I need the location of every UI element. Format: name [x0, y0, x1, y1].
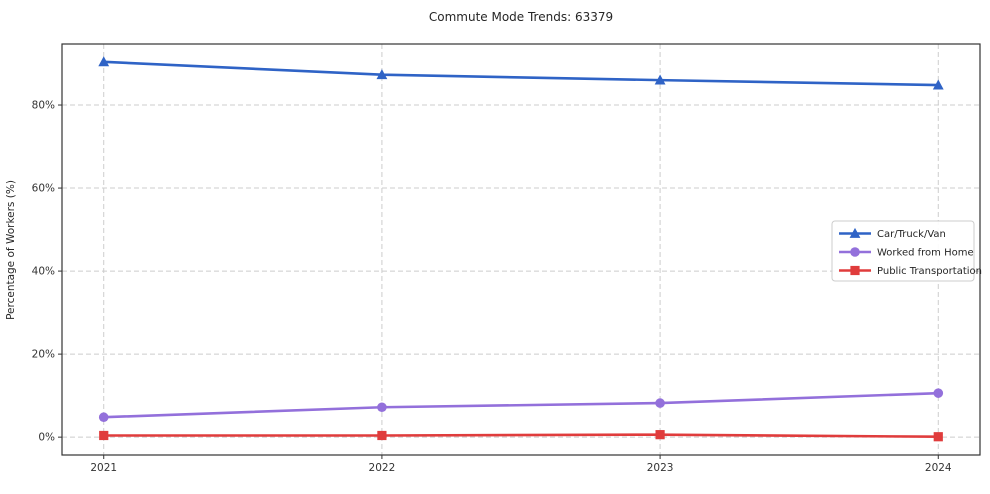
legend-marker-worked-from-home [850, 247, 860, 257]
series-line-car-truck-van [103, 60, 939, 87]
y-tick-label: 40% [32, 266, 55, 278]
series-line-public-transportation [103, 433, 939, 439]
y-tick-label: 0% [38, 432, 55, 444]
x-tick-label: 2024 [925, 462, 952, 474]
y-tick-label: 80% [32, 100, 55, 112]
legend: Car/Truck/Van Worked from Home Public Tran… [831, 220, 982, 282]
plot-border [61, 43, 981, 456]
legend-marker-public-transportation [850, 265, 860, 276]
y-tick-label: 60% [32, 183, 55, 195]
axis-ticks: 0% 20% 40% 60% 80% 2021 2022 2023 2024 [32, 100, 952, 474]
data-point-car-truck-van [654, 74, 666, 85]
x-tick-label: 2023 [647, 462, 674, 474]
y-axis-label: Percentage of Workers (%) [5, 180, 17, 320]
data-point-car-truck-van [932, 79, 944, 90]
data-point-worked-from-home [933, 388, 944, 398]
gridlines [62, 44, 980, 455]
x-tick-label: 2022 [369, 462, 396, 474]
data-point-public-transportation [655, 430, 665, 440]
data-point-worked-from-home [377, 402, 387, 413]
data-series [98, 56, 944, 442]
series-line-worked-from-home [103, 391, 939, 419]
data-point-public-transportation [99, 430, 109, 441]
legend-box [831, 220, 975, 282]
data-point-car-truck-van [376, 69, 388, 80]
data-point-public-transportation [933, 432, 943, 442]
chart-title: Commute Mode Trends: 63379 [429, 10, 613, 24]
x-tick-label: 2021 [90, 462, 117, 474]
legend-marker-car-truck-van [849, 227, 861, 238]
data-point-car-truck-van [98, 56, 110, 67]
data-point-worked-from-home [655, 398, 665, 408]
legend-label-car-truck-van: Car/Truck/Van [877, 229, 946, 240]
data-point-public-transportation [377, 430, 387, 441]
data-point-worked-from-home [98, 412, 109, 423]
legend-label-worked-from-home: Worked from Home [877, 248, 974, 259]
legend-label-public-transportation: Public Transportation [877, 266, 982, 277]
y-tick-label: 20% [32, 349, 55, 361]
